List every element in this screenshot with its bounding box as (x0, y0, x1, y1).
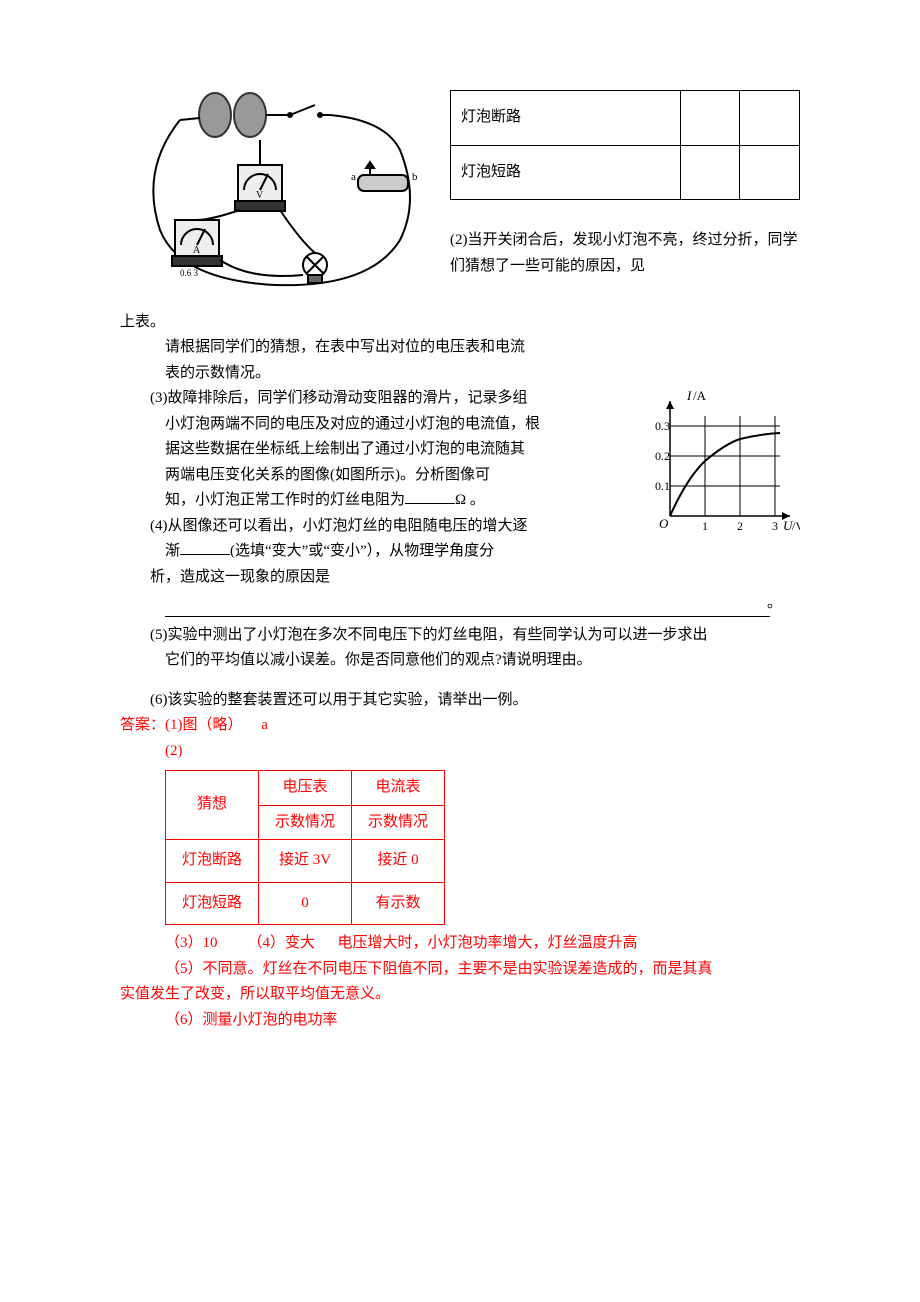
hypothesis-table-blank: 灯泡断路 灯泡短路 (450, 90, 800, 200)
text: (选填“变大”或“变小”），从物理学角度分 (230, 543, 494, 559)
text: 答案：(1)图（略） a (120, 717, 268, 733)
svg-text:/V: /V (792, 519, 800, 533)
question-3-line: 两端电压变化关系的图像(如图所示)。分析图像可 (120, 463, 613, 489)
text: 知，小灯泡正常工作时的灯丝电阻为 (165, 492, 405, 508)
svg-text:0.3: 0.3 (655, 419, 670, 433)
svg-text:3: 3 (772, 519, 778, 533)
answer-3-4: （3）10 （4）变大 电压增大时，小灯泡功率增大，灯丝温度升高 (120, 931, 800, 957)
blank-line (165, 596, 770, 617)
svg-text:2: 2 (737, 519, 743, 533)
question-5-line: 它们的平均值以减小误差。你是否同意他们的观点?请说明理由。 (120, 648, 800, 674)
answer-5-line: 实值发生了改变，所以取平均值无意义。 (120, 982, 800, 1008)
svg-text:I: I (686, 388, 692, 403)
table-cell: 灯泡短路 (166, 882, 259, 925)
table-cell: 接近 0 (352, 840, 445, 883)
svg-text:1: 1 (702, 519, 708, 533)
circuit-diagram: a b V A 0.6 3 (120, 90, 430, 310)
table-cell (680, 91, 740, 146)
blank (180, 554, 230, 555)
question-4-line: 析，造成这一现象的原因是 (120, 565, 613, 591)
answer-2-label: (2) (120, 739, 800, 765)
table-cell: 有示数 (352, 882, 445, 925)
question-3-line: 小灯泡两端不同的电压及对应的通过小灯泡的电流值，根 (120, 412, 613, 438)
svg-text:a: a (351, 171, 356, 183)
svg-text:0.1: 0.1 (655, 479, 670, 493)
text: （3）10 （4）变大 电压增大时，小灯泡功率增大，灯丝温度升高 (165, 935, 638, 951)
svg-text:b: b (412, 171, 418, 183)
answer-table: 猜想 电压表 电流表 示数情况 示数情况 灯泡断路 接近 3V 接近 0 灯泡短… (165, 770, 445, 925)
table-cell: 示数情况 (352, 805, 445, 840)
text: 渐 (165, 543, 180, 559)
question-5-line: (5)实验中测出了小灯泡在多次不同电压下的灯丝电阻，有些同学认为可以进一步求出 (120, 623, 800, 649)
table-cell: 灯泡短路 (451, 145, 681, 200)
answer-heading: 答案：(1)图（略） a (120, 713, 800, 739)
svg-text:/A: /A (693, 388, 707, 403)
text: Ω 。 (455, 492, 485, 508)
table-cell: 电压表 (259, 771, 352, 806)
table-cell: 猜想 (166, 771, 259, 840)
answer-5-line: （5）不同意。灯丝在不同电压下阻值不同，主要不是由实验误差造成的，而是其真 (120, 957, 800, 983)
text: 。 (767, 591, 782, 617)
question-2-cont: 上表。 (120, 310, 800, 336)
table-cell (740, 145, 800, 200)
table-cell: 灯泡断路 (451, 91, 681, 146)
question-3-line: 知，小灯泡正常工作时的灯丝电阻为 Ω 。 (120, 488, 613, 514)
table-cell: 灯泡断路 (166, 840, 259, 883)
question-2-line: 请根据同学们的猜想，在表中写出对位的电压表和电流 (120, 335, 800, 361)
question-3-line: (3)故障排除后，同学们移动滑动变阻器的滑片，记录多组 (120, 386, 613, 412)
table-cell (740, 91, 800, 146)
table-cell: 0 (259, 882, 352, 925)
table-cell: 接近 3V (259, 840, 352, 883)
table-cell: 电流表 (352, 771, 445, 806)
svg-text:0.6 3: 0.6 3 (180, 268, 199, 278)
question-3-line: 据这些数据在坐标纸上绘制出了通过小灯泡的电流随其 (120, 437, 613, 463)
answer-6: （6）测量小灯泡的电功率 (120, 1008, 800, 1034)
question-6: (6)该实验的整套装置还可以用于其它实验，请举出一例。 (120, 688, 800, 714)
iv-chart: I/A (625, 386, 800, 551)
svg-text:0.2: 0.2 (655, 449, 670, 463)
svg-text:A: A (193, 245, 201, 256)
svg-text:V: V (256, 190, 264, 201)
svg-text:O: O (659, 516, 669, 531)
question-2-line: 表的示数情况。 (120, 361, 800, 387)
question-2-intro: (2)当开关闭合后，发现小灯泡不亮，终过分折，同学们猜想了一些可能的原因，见 (450, 228, 800, 279)
table-cell (680, 145, 740, 200)
table-cell: 示数情况 (259, 805, 352, 840)
question-4-line: (4)从图像还可以看出，小灯泡灯丝的电阻随电压的增大逐 (120, 514, 613, 540)
question-4-line: 渐 (选填“变大”或“变小”），从物理学角度分 (120, 539, 613, 565)
blank (405, 503, 455, 504)
